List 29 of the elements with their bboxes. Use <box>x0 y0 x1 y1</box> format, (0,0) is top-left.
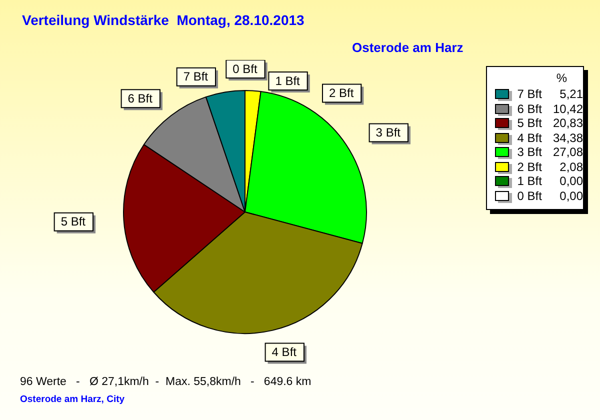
legend-label: 2 Bft <box>517 160 543 174</box>
text: 0,00 <box>560 174 583 188</box>
text: 0,00 <box>560 188 583 203</box>
legend-label: 0 Bft <box>232 62 258 76</box>
chart-subtitle: Osterode am Harz <box>352 40 464 55</box>
data-label: 5,21 <box>558 87 583 102</box>
text: 96 Werte - Ø 27,1km/h - Max. 55,8km/h - 649.6 km <box>20 376 312 388</box>
legend-title: % <box>555 71 568 85</box>
data-label: 27,08 <box>552 145 583 160</box>
data-label: 10,42 <box>552 102 583 116</box>
legend-label: 1 Bft <box>517 174 543 188</box>
data-label: 2,08 <box>558 160 583 174</box>
category-label: 0 Bft <box>517 188 542 203</box>
slice-label: 6 Bft <box>128 91 154 106</box>
category-label: 1 Bft <box>275 74 300 88</box>
slice-label: 4 Bft <box>272 345 298 360</box>
legend-label: 7 Bft <box>517 87 543 102</box>
legend-label: 5 Bft <box>517 116 543 130</box>
slice-label: 5 Bft <box>60 214 86 229</box>
data-label: 34,38 <box>552 130 583 145</box>
legend-label: 3 Bft <box>517 145 543 160</box>
slice-label: 7 Bft <box>183 70 209 84</box>
data-label: 20,83 <box>552 116 583 130</box>
legend-label: 6 Bft <box>517 102 543 116</box>
slice-label: 3 Bft <box>376 126 402 140</box>
legend-label: 4 Bft <box>517 130 543 145</box>
chart-title: Verteilung Windstärke Montag, 28.10.2013 <box>22 12 304 28</box>
category-label: 2 Bft <box>328 86 354 100</box>
text: Osterode am Harz, City <box>20 394 125 405</box>
